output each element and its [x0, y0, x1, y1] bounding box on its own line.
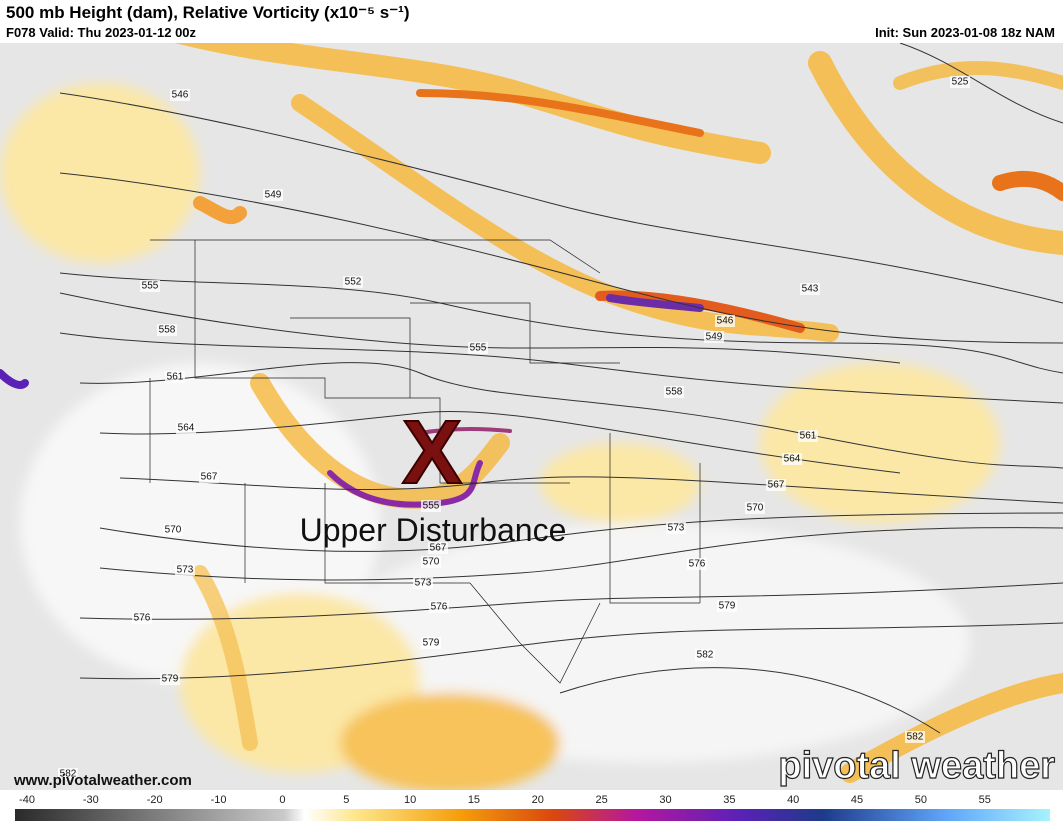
contour-label-bg — [798, 430, 818, 442]
contour-label: 570 — [747, 503, 764, 514]
contour-label-bg — [950, 76, 970, 88]
contour-label: 582 — [907, 732, 924, 743]
contour-label-bg — [160, 673, 180, 685]
colorbar-tick-label: 35 — [723, 794, 735, 806]
contour-label: 558 — [159, 325, 176, 336]
contour-label: 579 — [423, 638, 440, 649]
contour-label: 546 — [172, 90, 189, 101]
contour-label-bg — [343, 276, 363, 288]
contour-label: 576 — [431, 602, 448, 613]
colorbar-tick-label: 15 — [468, 794, 480, 806]
contour-label-bg — [170, 89, 190, 101]
colorbar: -40 -30 -20 -10 0 5 10 15 20 25 30 35 40 45 50 55 — [15, 794, 1050, 821]
contour-label: 558 — [666, 387, 683, 398]
init-time: Init: Sun 2023-01-08 18z NAM — [875, 25, 1055, 40]
colorbar-tick-label: -10 — [211, 794, 227, 806]
contour-label-bg — [766, 479, 786, 491]
contour-label: 582 — [697, 650, 714, 661]
contour-label: 555 — [423, 501, 440, 512]
contour-label: 561 — [167, 372, 184, 383]
contour-label-bg — [704, 331, 724, 343]
colorbar-tick-label: -30 — [83, 794, 99, 806]
contour-label: 564 — [784, 454, 801, 465]
contour-label-bg — [421, 556, 441, 568]
colorbar-tick-label: 0 — [279, 794, 285, 806]
contour-label: 549 — [706, 332, 723, 343]
contour-label-bg — [800, 283, 820, 295]
contour-label-bg — [666, 522, 686, 534]
contour-label-bg — [175, 564, 195, 576]
contour-label: 555 — [142, 281, 159, 292]
contour-label-bg — [199, 471, 219, 483]
contour-label-bg — [695, 649, 715, 661]
contour-label-bg — [421, 637, 441, 649]
contour-label: 525 — [952, 77, 969, 88]
contour-label: 546 — [717, 316, 734, 327]
colorbar-tick-label: 5 — [343, 794, 349, 806]
colorbar-tick-label: -40 — [19, 794, 35, 806]
watermark-logo: pivotal weather — [778, 745, 1055, 787]
contour-label: 579 — [719, 601, 736, 612]
contour-label: 564 — [178, 423, 195, 434]
contour-label: 582 — [60, 769, 77, 780]
contour-label: 573 — [177, 565, 194, 576]
contour-label-bg — [132, 612, 152, 624]
colorbar-ramp — [15, 809, 1050, 821]
title: 500 mb Height (dam), Relative Vorticity … — [6, 3, 410, 22]
contour-label-bg — [157, 324, 177, 336]
annotation: Upper Disturbance — [300, 512, 567, 548]
contour-label-bg — [58, 768, 78, 780]
contour-label: 579 — [162, 674, 179, 685]
contour-label-bg — [163, 524, 183, 536]
contour-label-bg — [413, 577, 433, 589]
contour-label: 543 — [802, 284, 819, 295]
colorbar-tick-label: 20 — [532, 794, 544, 806]
colorbar-tick-label: 40 — [787, 794, 799, 806]
contour-label: 570 — [165, 525, 182, 536]
contour-label-bg — [905, 731, 925, 743]
vorticity-field — [0, 83, 1000, 793]
colorbar-tick-label: 45 — [851, 794, 863, 806]
contour-label: 552 — [345, 277, 362, 288]
contour-label-bg — [687, 558, 707, 570]
contour-label: 570 — [423, 557, 440, 568]
colorbar-tick-label: 55 — [979, 794, 991, 806]
contour-label: 549 — [265, 190, 282, 201]
contour-label: 567 — [430, 543, 447, 554]
boundaries — [149, 239, 701, 684]
height-contours — [59, 43, 1063, 734]
contour-label: 561 — [800, 431, 817, 442]
contour-label-bg — [468, 342, 488, 354]
watermark-url: www.pivotalweather.com — [13, 772, 192, 789]
contour-label: 576 — [134, 613, 151, 624]
contour-label-bg — [664, 386, 684, 398]
contour-label-bg — [176, 422, 196, 434]
contour-label: 567 — [201, 472, 218, 483]
colorbar-tick-label: -20 — [147, 794, 163, 806]
contour-label-bg — [421, 500, 441, 512]
contour-label-bg — [428, 542, 448, 554]
colorbar-tick-label: 25 — [596, 794, 608, 806]
contour-label-bg — [745, 502, 765, 514]
contour-label-bg — [715, 315, 735, 327]
contour-label-bg — [140, 280, 160, 292]
contour-label-bg — [165, 371, 185, 383]
contour-label-bg — [782, 453, 802, 465]
colorbar-tick-label: 50 — [915, 794, 927, 806]
disturbance-marker: X — [402, 403, 462, 503]
contour-label: 576 — [689, 559, 706, 570]
contour-label: 573 — [668, 523, 685, 534]
colorbar-tick-label: 30 — [659, 794, 671, 806]
map: 546 549 552 555 558 561 564 567 570 573 576 579 555 5… — [0, 43, 1063, 793]
contour-label: 567 — [768, 480, 785, 491]
valid-time: F078 Valid: Thu 2023-01-12 00z — [6, 25, 197, 40]
vorticity-bands — [0, 43, 1063, 783]
contour-label-bg — [429, 601, 449, 613]
contour-label-bg — [263, 189, 283, 201]
contour-label: 573 — [415, 578, 432, 589]
contour-label: 555 — [470, 343, 487, 354]
colorbar-tick-label: 10 — [404, 794, 416, 806]
contour-label-bg — [717, 600, 737, 612]
